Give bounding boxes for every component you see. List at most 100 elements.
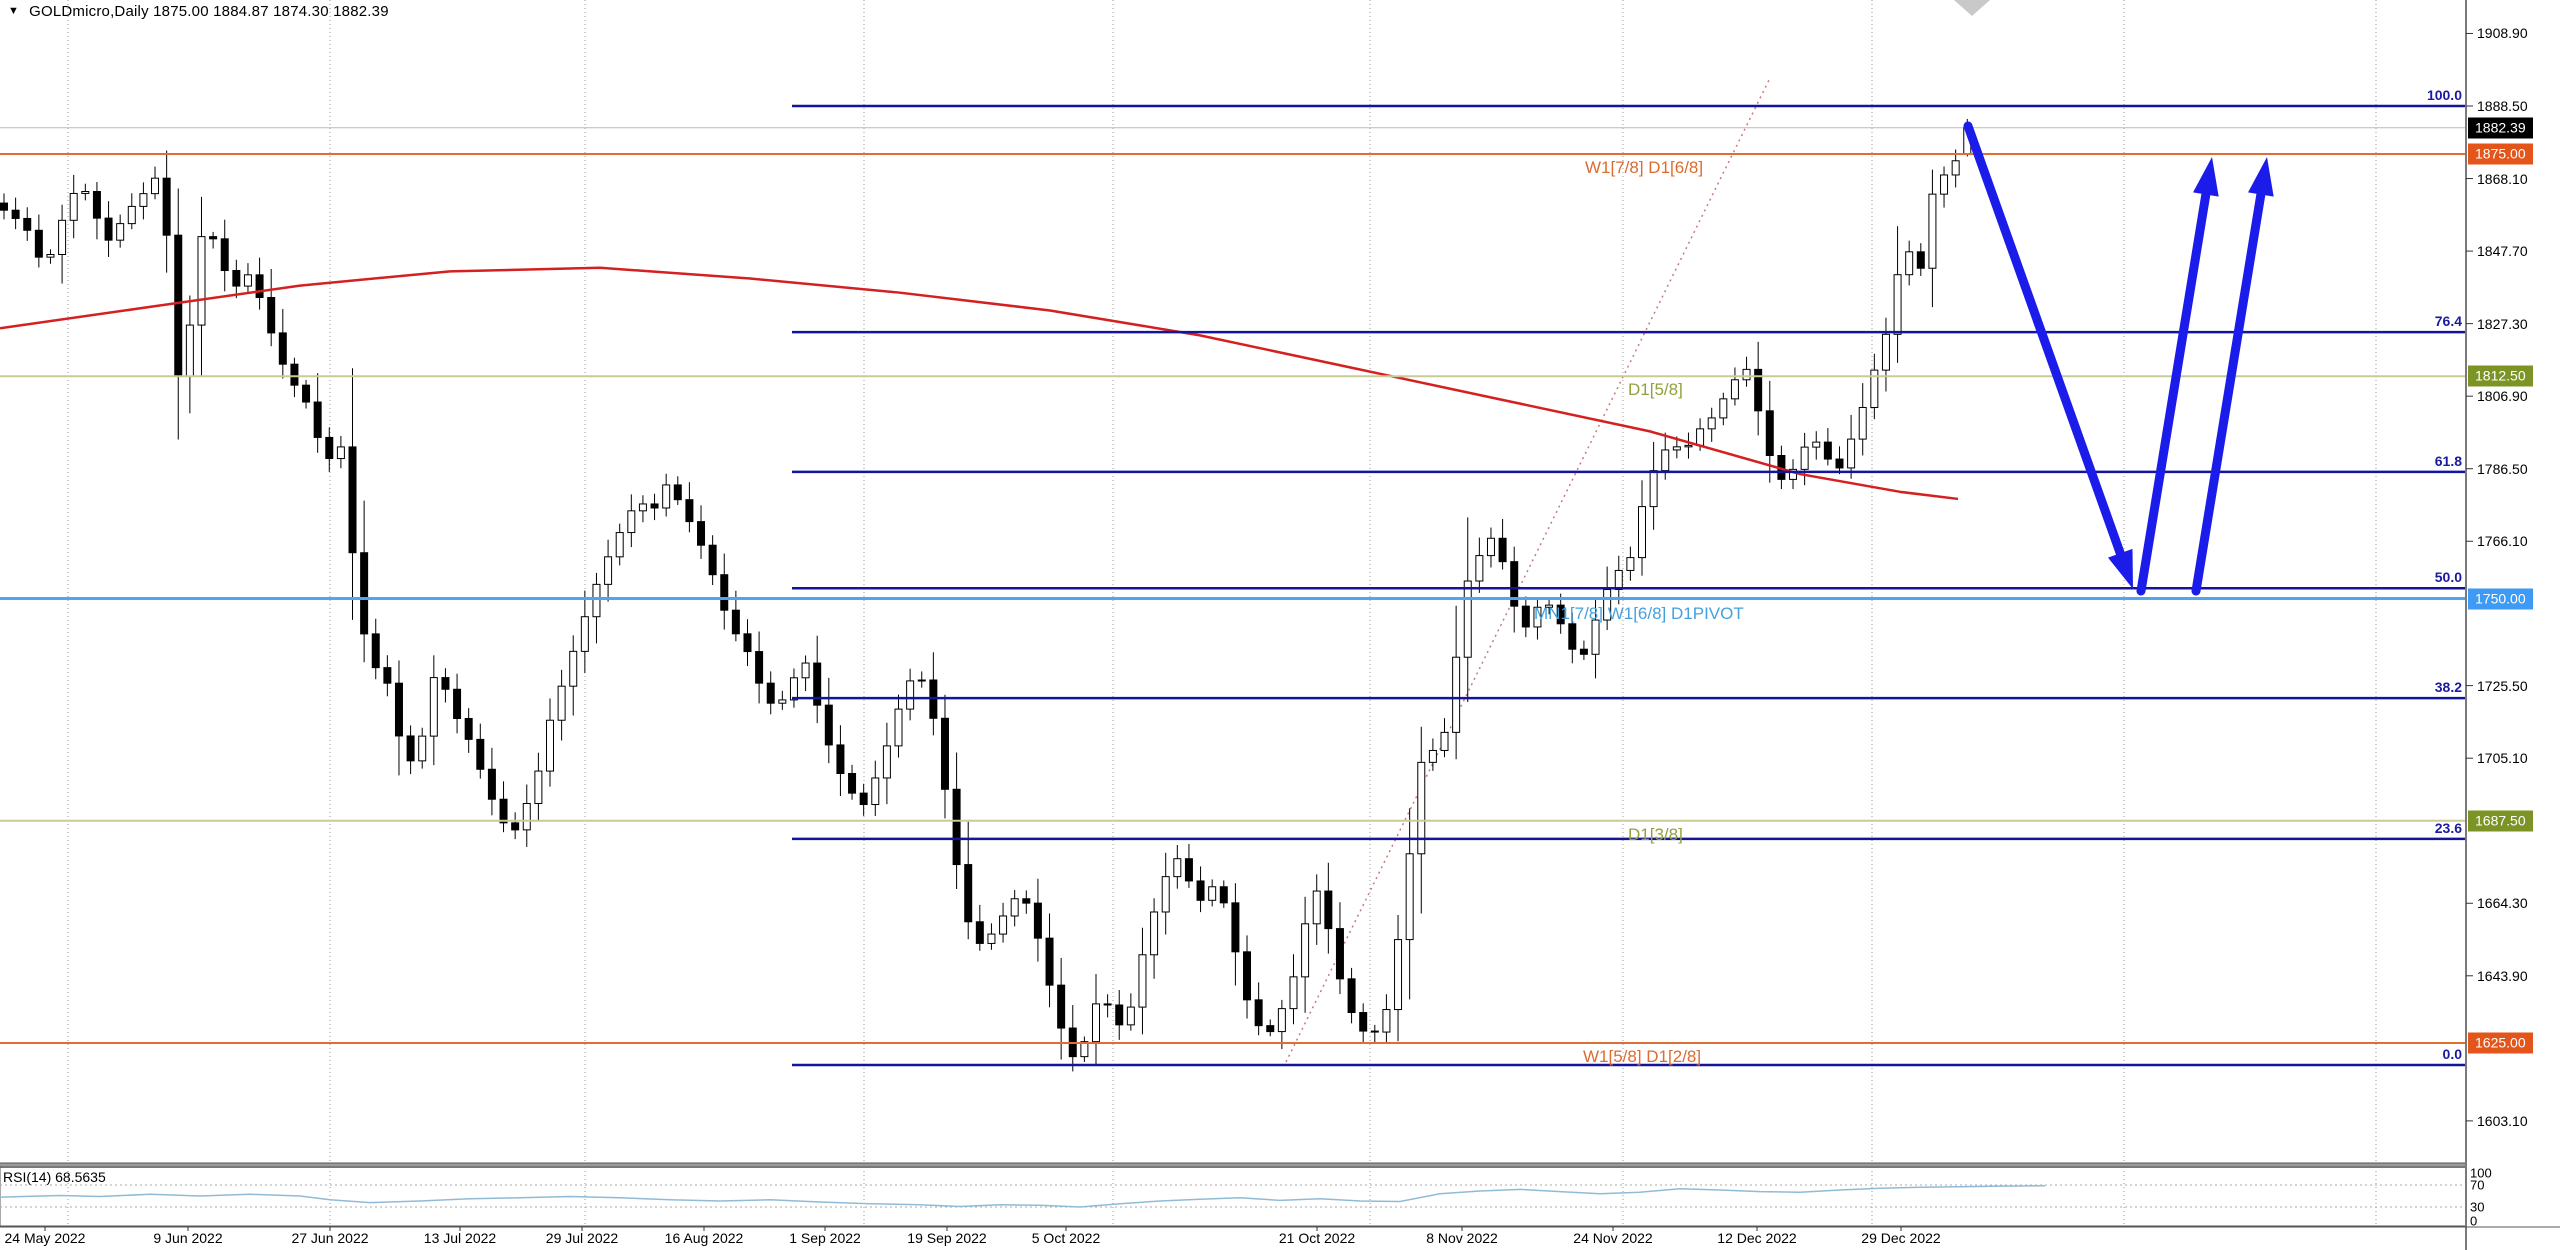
candle-bull bbox=[1626, 557, 1635, 571]
candle-bull bbox=[151, 177, 160, 195]
date-label: 27 Jun 2022 bbox=[291, 1230, 369, 1246]
candle-bear bbox=[755, 651, 764, 684]
candle-bear bbox=[383, 667, 392, 684]
date-label: 29 Dec 2022 bbox=[1861, 1230, 1941, 1246]
candle-bull bbox=[1928, 193, 1937, 269]
candle-bull bbox=[1800, 446, 1809, 470]
candle-bull bbox=[243, 274, 252, 287]
candle-bull bbox=[987, 933, 996, 944]
level-label: D1[5/8] bbox=[1628, 380, 1683, 400]
rsi-value: 68.5635 bbox=[55, 1169, 106, 1185]
price-badge: 1687.50 bbox=[2468, 810, 2533, 832]
candle-bear bbox=[766, 682, 775, 704]
price-tick-label: 1888.50 bbox=[2477, 98, 2528, 114]
candle-bull bbox=[1893, 274, 1902, 335]
candle-bear bbox=[34, 229, 43, 258]
candle-bear bbox=[1835, 458, 1844, 469]
panel-divider[interactable] bbox=[0, 1163, 2466, 1168]
candle-bull bbox=[1440, 731, 1449, 751]
candle-bear bbox=[360, 552, 369, 635]
candle-bull bbox=[1847, 438, 1856, 469]
price-tick-label: 1643.90 bbox=[2477, 967, 2528, 984]
candle-bull bbox=[1905, 251, 1914, 276]
date-label: 21 Oct 2022 bbox=[1278, 1230, 1356, 1246]
candle-bull bbox=[604, 556, 613, 585]
candle-bull bbox=[69, 192, 78, 221]
price-tick-label: 1766.10 bbox=[2477, 533, 2528, 550]
candle-bear bbox=[1231, 902, 1240, 953]
candle-bear bbox=[499, 798, 508, 824]
candle-bull bbox=[627, 510, 636, 534]
candle-bear bbox=[720, 574, 729, 611]
candle-bull bbox=[1312, 890, 1321, 925]
candle-bull bbox=[1603, 589, 1612, 621]
candle-bull bbox=[1672, 446, 1681, 451]
candle-bear bbox=[325, 436, 334, 460]
candle-bear bbox=[371, 633, 380, 669]
candle-bull bbox=[534, 770, 543, 804]
candle-bear bbox=[1103, 1003, 1112, 1006]
candle-bear bbox=[1219, 886, 1228, 904]
candle-bull bbox=[592, 583, 601, 618]
symbol-ohlc-readout: GOLDmicro,Daily 1875.00 1884.87 1874.30 … bbox=[29, 3, 389, 20]
date-label: 24 May 2022 bbox=[4, 1230, 86, 1246]
candle-bear bbox=[964, 864, 973, 923]
candle-bear bbox=[23, 217, 32, 231]
rsi-axis-value: 100 bbox=[2470, 1165, 2492, 1181]
candle-bear bbox=[1370, 1030, 1379, 1033]
candle-bear bbox=[1823, 441, 1832, 460]
trend-arrow-shaft[interactable] bbox=[2191, 184, 2267, 596]
candle-bull bbox=[882, 745, 891, 779]
candle-bear bbox=[1568, 623, 1577, 650]
candle-bull bbox=[778, 699, 787, 704]
candle-bear bbox=[0, 202, 8, 211]
candle-bear bbox=[232, 270, 241, 287]
candle-bull bbox=[197, 236, 206, 326]
trend-arrow-head[interactable] bbox=[2248, 157, 2274, 197]
candle-bear bbox=[453, 688, 462, 719]
rsi-indicator-label: RSI(14) 68.5635 bbox=[3, 1169, 106, 1185]
candle-bear bbox=[1243, 951, 1252, 1001]
candle-bull bbox=[1730, 379, 1739, 400]
candle-bear bbox=[92, 191, 101, 219]
candle-bull bbox=[1301, 923, 1310, 978]
candle-bear bbox=[348, 446, 357, 554]
trend-arrow-shaft[interactable] bbox=[1963, 121, 2127, 564]
candle-bear bbox=[290, 363, 299, 386]
candle-bull bbox=[1161, 876, 1170, 913]
trendline-dotted[interactable] bbox=[1285, 79, 1770, 1063]
trend-arrow-head[interactable] bbox=[2193, 157, 2219, 197]
candle-bull bbox=[127, 205, 136, 225]
symbol-dropdown-icon[interactable]: ▼ bbox=[8, 5, 20, 17]
date-label: 13 Jul 2022 bbox=[423, 1230, 497, 1246]
candle-bull bbox=[1812, 441, 1821, 448]
candle-bear bbox=[1324, 890, 1333, 930]
price-badge: 1812.50 bbox=[2468, 365, 2533, 387]
candle-bear bbox=[1359, 1012, 1368, 1032]
candle-bear bbox=[940, 717, 949, 790]
candle-bull bbox=[662, 484, 671, 509]
candle-bull bbox=[1126, 1006, 1135, 1026]
candle-bear bbox=[394, 682, 403, 737]
candle-bear bbox=[685, 499, 694, 523]
candle-bear bbox=[1347, 978, 1356, 1014]
candle-bull bbox=[139, 193, 148, 207]
candle-bear bbox=[406, 735, 415, 762]
rsi-panel-frame bbox=[0, 1166, 2467, 1227]
candle-bull bbox=[1428, 749, 1437, 763]
candle-bull bbox=[336, 446, 345, 460]
fib-level-label: 38.2 bbox=[2434, 679, 2462, 696]
candle-bear bbox=[1184, 858, 1193, 882]
trend-arrow-shaft[interactable] bbox=[2136, 184, 2212, 596]
candle-bear bbox=[836, 744, 845, 775]
date-label: 9 Jun 2022 bbox=[153, 1230, 223, 1246]
trend-arrow-head[interactable] bbox=[2107, 548, 2133, 589]
candle-bull bbox=[1010, 898, 1019, 917]
candles-layer[interactable] bbox=[0, 118, 1972, 1072]
candle-bear bbox=[731, 609, 740, 635]
candle-bear bbox=[1510, 561, 1519, 607]
candle-bull bbox=[522, 802, 531, 831]
fib-level-label: 61.8 bbox=[2434, 452, 2462, 469]
